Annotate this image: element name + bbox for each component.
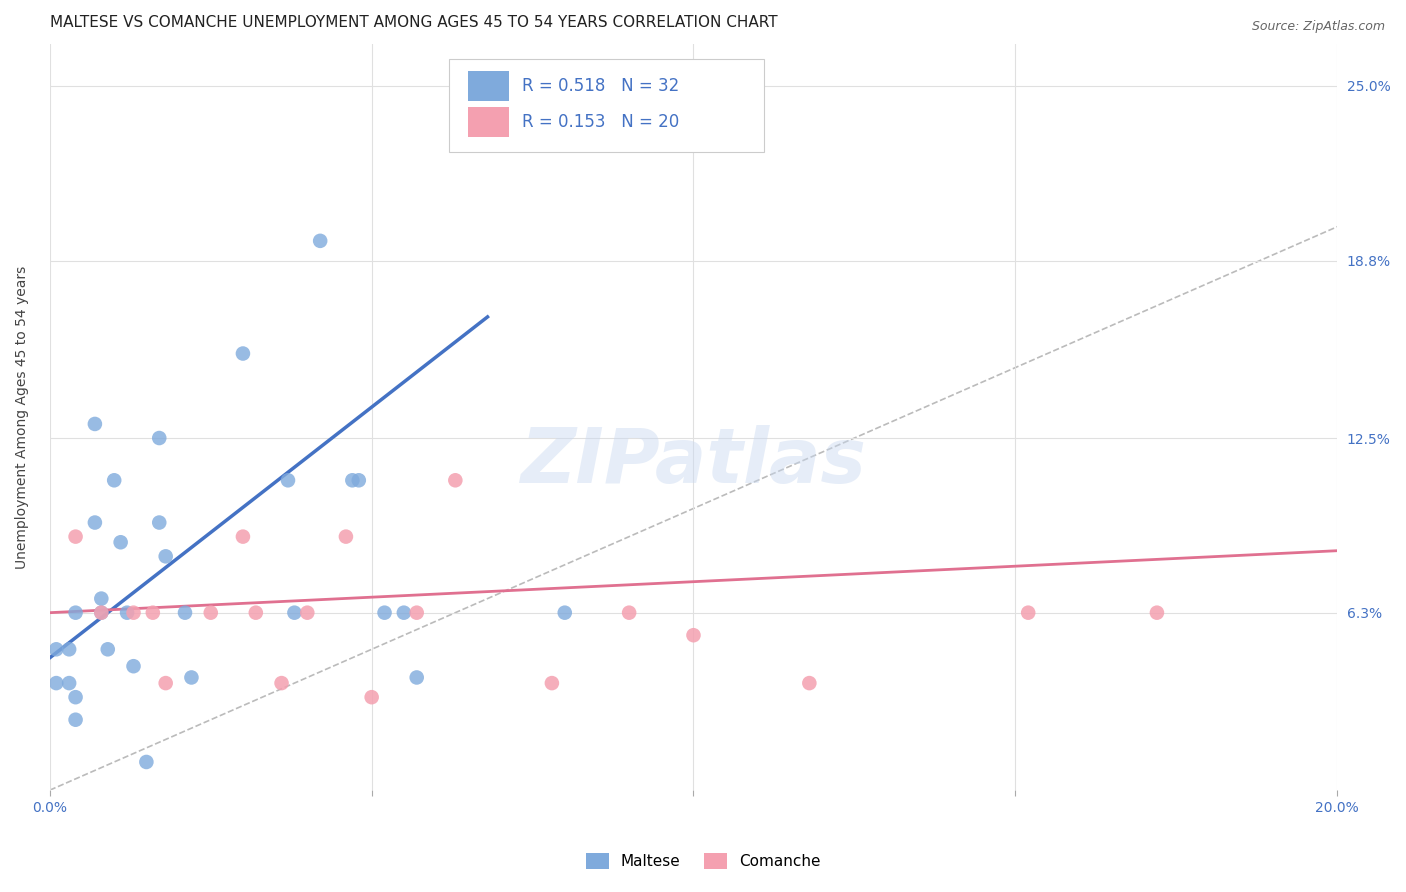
Text: R = 0.153   N = 20: R = 0.153 N = 20 — [522, 113, 679, 131]
Point — [65, 606, 87, 620]
Point — [45, 642, 67, 657]
Point — [90, 591, 112, 606]
Point — [58, 642, 80, 657]
Point — [270, 676, 292, 690]
Text: Source: ZipAtlas.com: Source: ZipAtlas.com — [1251, 20, 1385, 33]
Point — [392, 606, 415, 620]
Text: ZIPatlas: ZIPatlas — [520, 425, 866, 499]
Point — [122, 659, 145, 673]
Text: MALTESE VS COMANCHE UNEMPLOYMENT AMONG AGES 45 TO 54 YEARS CORRELATION CHART: MALTESE VS COMANCHE UNEMPLOYMENT AMONG A… — [49, 15, 778, 30]
Point — [373, 606, 395, 620]
Point — [103, 473, 125, 487]
Point — [283, 606, 305, 620]
Point — [148, 431, 170, 445]
Bar — [468, 71, 509, 101]
Point — [180, 670, 202, 684]
Point — [554, 606, 576, 620]
Point — [200, 606, 222, 620]
Point — [174, 606, 197, 620]
FancyBboxPatch shape — [449, 59, 765, 152]
Point — [45, 676, 67, 690]
Point — [405, 606, 427, 620]
Point — [232, 530, 254, 544]
Point — [444, 473, 467, 487]
Point — [122, 606, 145, 620]
Point — [142, 606, 165, 620]
Point — [297, 606, 319, 620]
Point — [1146, 606, 1168, 620]
Point — [335, 530, 357, 544]
Y-axis label: Unemployment Among Ages 45 to 54 years: Unemployment Among Ages 45 to 54 years — [15, 265, 30, 568]
Point — [148, 516, 170, 530]
Point — [135, 755, 157, 769]
Point — [277, 473, 299, 487]
Point — [360, 690, 382, 705]
Point — [110, 535, 132, 549]
Point — [155, 676, 177, 690]
Bar — [468, 107, 509, 137]
Point — [65, 530, 87, 544]
Point — [58, 676, 80, 690]
Point — [617, 606, 640, 620]
Point — [83, 516, 105, 530]
Point — [541, 676, 564, 690]
Point — [799, 676, 821, 690]
Point — [347, 473, 370, 487]
Point — [90, 606, 112, 620]
Legend: Maltese, Comanche: Maltese, Comanche — [579, 847, 827, 875]
Point — [155, 549, 177, 564]
Point — [65, 690, 87, 705]
Point — [65, 713, 87, 727]
Point — [342, 473, 364, 487]
Point — [115, 606, 138, 620]
Point — [83, 417, 105, 431]
Point — [245, 606, 267, 620]
Point — [405, 670, 427, 684]
Point — [232, 346, 254, 360]
Point — [682, 628, 704, 642]
Point — [309, 234, 332, 248]
Point — [1017, 606, 1039, 620]
Point — [90, 606, 112, 620]
Text: R = 0.518   N = 32: R = 0.518 N = 32 — [522, 78, 679, 95]
Point — [97, 642, 120, 657]
